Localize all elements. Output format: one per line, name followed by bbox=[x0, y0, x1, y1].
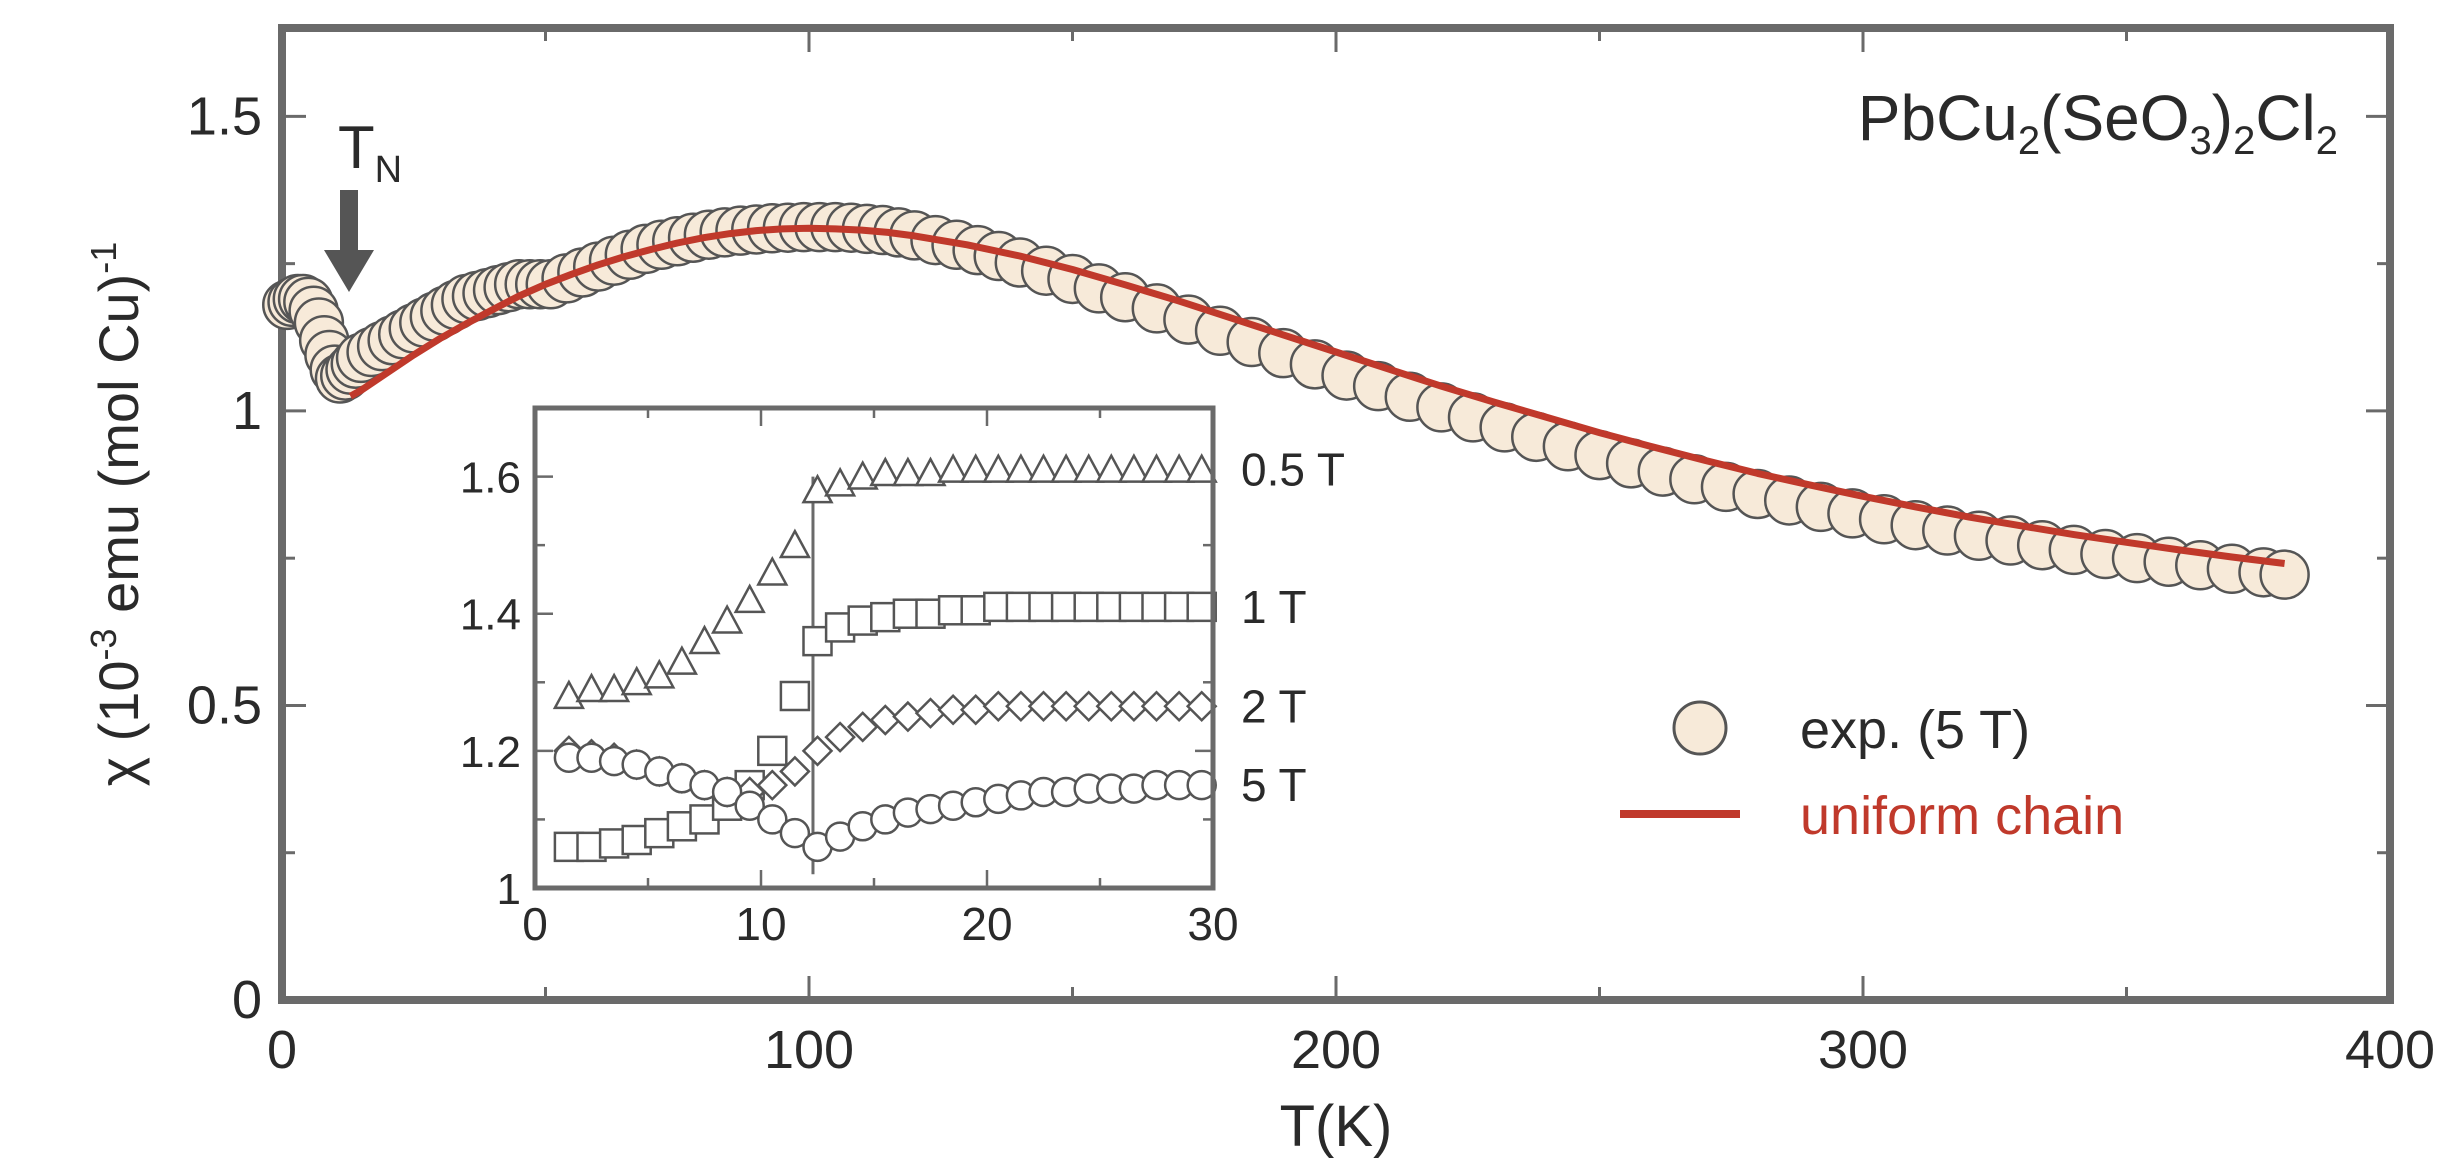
inset-point-0-5-t bbox=[1117, 453, 1150, 483]
inset-point-0-5-t bbox=[1140, 453, 1173, 483]
main-y-tick-label: 0 bbox=[232, 970, 262, 1030]
inset-point-0-5-t bbox=[1095, 453, 1128, 483]
inset-x-tick-label: 0 bbox=[522, 898, 548, 950]
inset-point-0-5-t bbox=[1185, 453, 1218, 483]
inset-point-0-5-t bbox=[891, 456, 924, 487]
inset-point-0-5-t bbox=[711, 603, 744, 634]
inset-point-0-5-t bbox=[575, 672, 608, 703]
inset-point-0-5-t bbox=[914, 456, 947, 487]
inset-point-0-5-t bbox=[869, 456, 902, 487]
inset-point-1-t bbox=[757, 735, 788, 767]
inset-point-0-5-t bbox=[937, 453, 970, 483]
inset-series-label: 0.5 T bbox=[1241, 444, 1345, 496]
inset-plot: 0 10 20 30 1 1.2 1.4 1.6 0.5 T 1 T 2 T 5 T bbox=[460, 405, 1345, 950]
inset-point-2-t bbox=[1027, 690, 1060, 723]
main-y-tick-label: 0.5 bbox=[187, 675, 262, 735]
y-axis-title-exp1: -3 bbox=[83, 628, 124, 660]
compound-title: PbCu2(SeO3)2Cl2 bbox=[1858, 82, 2338, 163]
inset-point-5-t bbox=[711, 776, 743, 808]
inset-point-0-5-t bbox=[846, 459, 879, 490]
inset-point-2-t bbox=[1118, 690, 1150, 723]
inset-y-tick-label: 1 bbox=[497, 865, 521, 914]
inset-series-label: 5 T bbox=[1241, 759, 1307, 811]
inset-point-2-t bbox=[779, 755, 811, 788]
legend-marker-exp bbox=[1672, 700, 1728, 756]
inset-point-2-t bbox=[1095, 690, 1128, 723]
inset-series-label: 2 T bbox=[1241, 680, 1307, 732]
main-x-tick-label: 100 bbox=[764, 1020, 854, 1080]
inset-point-2-t bbox=[1072, 690, 1105, 723]
inset-point-2-t bbox=[1163, 690, 1195, 723]
inset-point-0-5-t bbox=[1027, 453, 1060, 483]
inset-point-0-5-t bbox=[1072, 453, 1105, 483]
legend-label-uniform: uniform chain bbox=[1800, 786, 2124, 846]
inset-point-1-t bbox=[779, 680, 811, 712]
data-point-exp bbox=[2259, 549, 2310, 600]
inset-point-2-t bbox=[937, 693, 969, 726]
tn-arrow-icon bbox=[324, 190, 374, 292]
inset-point-2-t bbox=[1050, 690, 1082, 723]
inset-point-0-5-t bbox=[959, 453, 992, 483]
inset-point-2-t bbox=[1005, 690, 1037, 723]
inset-point-2-t bbox=[1140, 690, 1173, 723]
inset-point-0-5-t bbox=[665, 645, 698, 675]
main-x-tick-label: 400 bbox=[2345, 1020, 2435, 1080]
inset-point-0-5-t bbox=[1004, 453, 1037, 483]
inset-x-tick-label: 20 bbox=[961, 898, 1012, 950]
y-axis-title-mid: emu (mol Cu) bbox=[87, 274, 150, 629]
inset-y-tick-label: 1.4 bbox=[460, 591, 521, 640]
inset-point-0-5-t bbox=[982, 453, 1015, 483]
inset-point-0-5-t bbox=[688, 624, 721, 655]
main-plot-area bbox=[262, 24, 2394, 1004]
inset-point-0-5-t bbox=[778, 528, 811, 559]
main-y-tick-label: 1.5 bbox=[187, 86, 262, 146]
neel-temperature-annotation: TN bbox=[324, 114, 402, 292]
inset-point-2-t bbox=[824, 721, 856, 753]
inset-series-label: 1 T bbox=[1241, 581, 1307, 633]
inset-point-2-t bbox=[756, 769, 789, 801]
inset-y-tick-label: 1.6 bbox=[460, 454, 521, 503]
inset-y-tick-label: 1.2 bbox=[460, 728, 521, 777]
inset-point-5-t bbox=[734, 790, 765, 821]
inset-point-5-t bbox=[779, 817, 811, 849]
main-x-tick-label: 200 bbox=[1291, 1020, 1381, 1080]
inset-point-0-5-t bbox=[1050, 453, 1083, 483]
inset-point-5-t bbox=[757, 804, 788, 835]
legend-label-exp: exp. (5 T) bbox=[1800, 700, 2030, 760]
inset-x-tick-label: 10 bbox=[735, 898, 786, 950]
inset-point-2-t bbox=[982, 690, 1015, 723]
main-x-tick-label: 300 bbox=[1818, 1020, 1908, 1080]
inset-x-tick-label: 30 bbox=[1187, 898, 1238, 950]
inset-frame bbox=[532, 405, 1216, 891]
inset-point-5-t bbox=[1186, 769, 1217, 801]
inset-point-0-5-t bbox=[756, 555, 789, 586]
legend: exp. (5 T) uniform chain bbox=[1620, 700, 2124, 846]
main-x-tick-label: 0 bbox=[267, 1020, 297, 1080]
inset-point-0-5-t bbox=[733, 583, 766, 614]
y-axis-title-pre: χ (10 bbox=[87, 660, 150, 786]
inset-point-0-5-t bbox=[1163, 453, 1196, 483]
y-axis-title: χ (10-3 emu (mol Cu)-1 bbox=[83, 242, 150, 787]
y-axis-title-exp2: -1 bbox=[83, 242, 124, 274]
inset-point-2-t bbox=[801, 735, 834, 767]
main-y-tick-label: 1 bbox=[232, 381, 262, 441]
svg-text:χ (10-3 emu (mol Cu)-1: χ (10-3 emu (mol Cu)-1 bbox=[83, 242, 150, 787]
tn-label: TN bbox=[338, 114, 402, 191]
x-axis-title: T(K) bbox=[1280, 1094, 1393, 1159]
uniform-chain-fit-line bbox=[348, 224, 2286, 567]
